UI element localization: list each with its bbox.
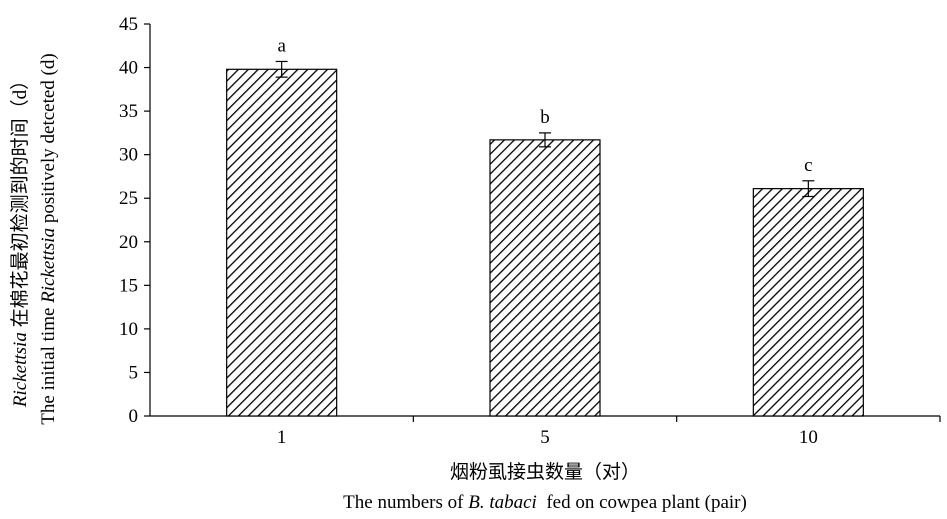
significance-label-10: c [804,155,812,176]
x-axis-title-en-after: fed on cowpea plant (pair) [537,492,747,513]
y-tick-label: 15 [119,275,138,296]
x-axis-title-en-italic: B. tabaci [468,492,537,513]
y-tick-label: 35 [119,101,138,122]
y-tick-label: 30 [119,145,138,166]
bars: a 1 b 5 c 10 [226,35,864,448]
x-ticks [412,416,941,422]
y-tick-label: 25 [119,188,138,209]
x-tick-label-1: 1 [277,427,287,448]
y-tick-label: 20 [119,232,138,253]
x-axis-title-en-before: The numbers of [343,492,468,513]
significance-label-1: a [277,35,286,56]
y-ticks: 0 5 10 15 20 25 30 35 40 45 [119,14,150,427]
y-tick-label: 10 [119,319,138,340]
y-tick-label: 45 [119,14,138,35]
y-tick-label: 40 [119,58,138,79]
significance-label-5: b [540,107,550,128]
y-tick-label: 5 [129,362,139,383]
x-axis-title-en: The numbers of B. tabaci fed on cowpea p… [343,492,747,513]
x-tick-label-5: 5 [540,427,550,448]
y-tick-label: 0 [129,406,139,427]
bar-5 [489,139,601,417]
y-axis-title-cn-rest: 在棉花最初检测到的时间（d） [9,71,31,332]
y-axis-title-cn: Rickettsia 在棉花最初检测到的时间（d） [9,71,31,408]
y-axis-title-en-before: The initial time [38,303,59,425]
x-tick-label-10: 10 [799,427,818,448]
y-axis-title-en: The initial time Rickettsia positively d… [38,53,59,424]
y-axis-title-en-italic: Rickettsia [38,228,59,304]
y-axis-title-en-after: positively detceted (d) [38,53,59,228]
y-axis-title-cn-italic: Rickettsia [10,332,31,408]
x-axis-title-cn: 烟粉虱接虫数量（对） [450,461,640,483]
bar-10 [752,188,864,417]
bar-1 [226,68,338,417]
